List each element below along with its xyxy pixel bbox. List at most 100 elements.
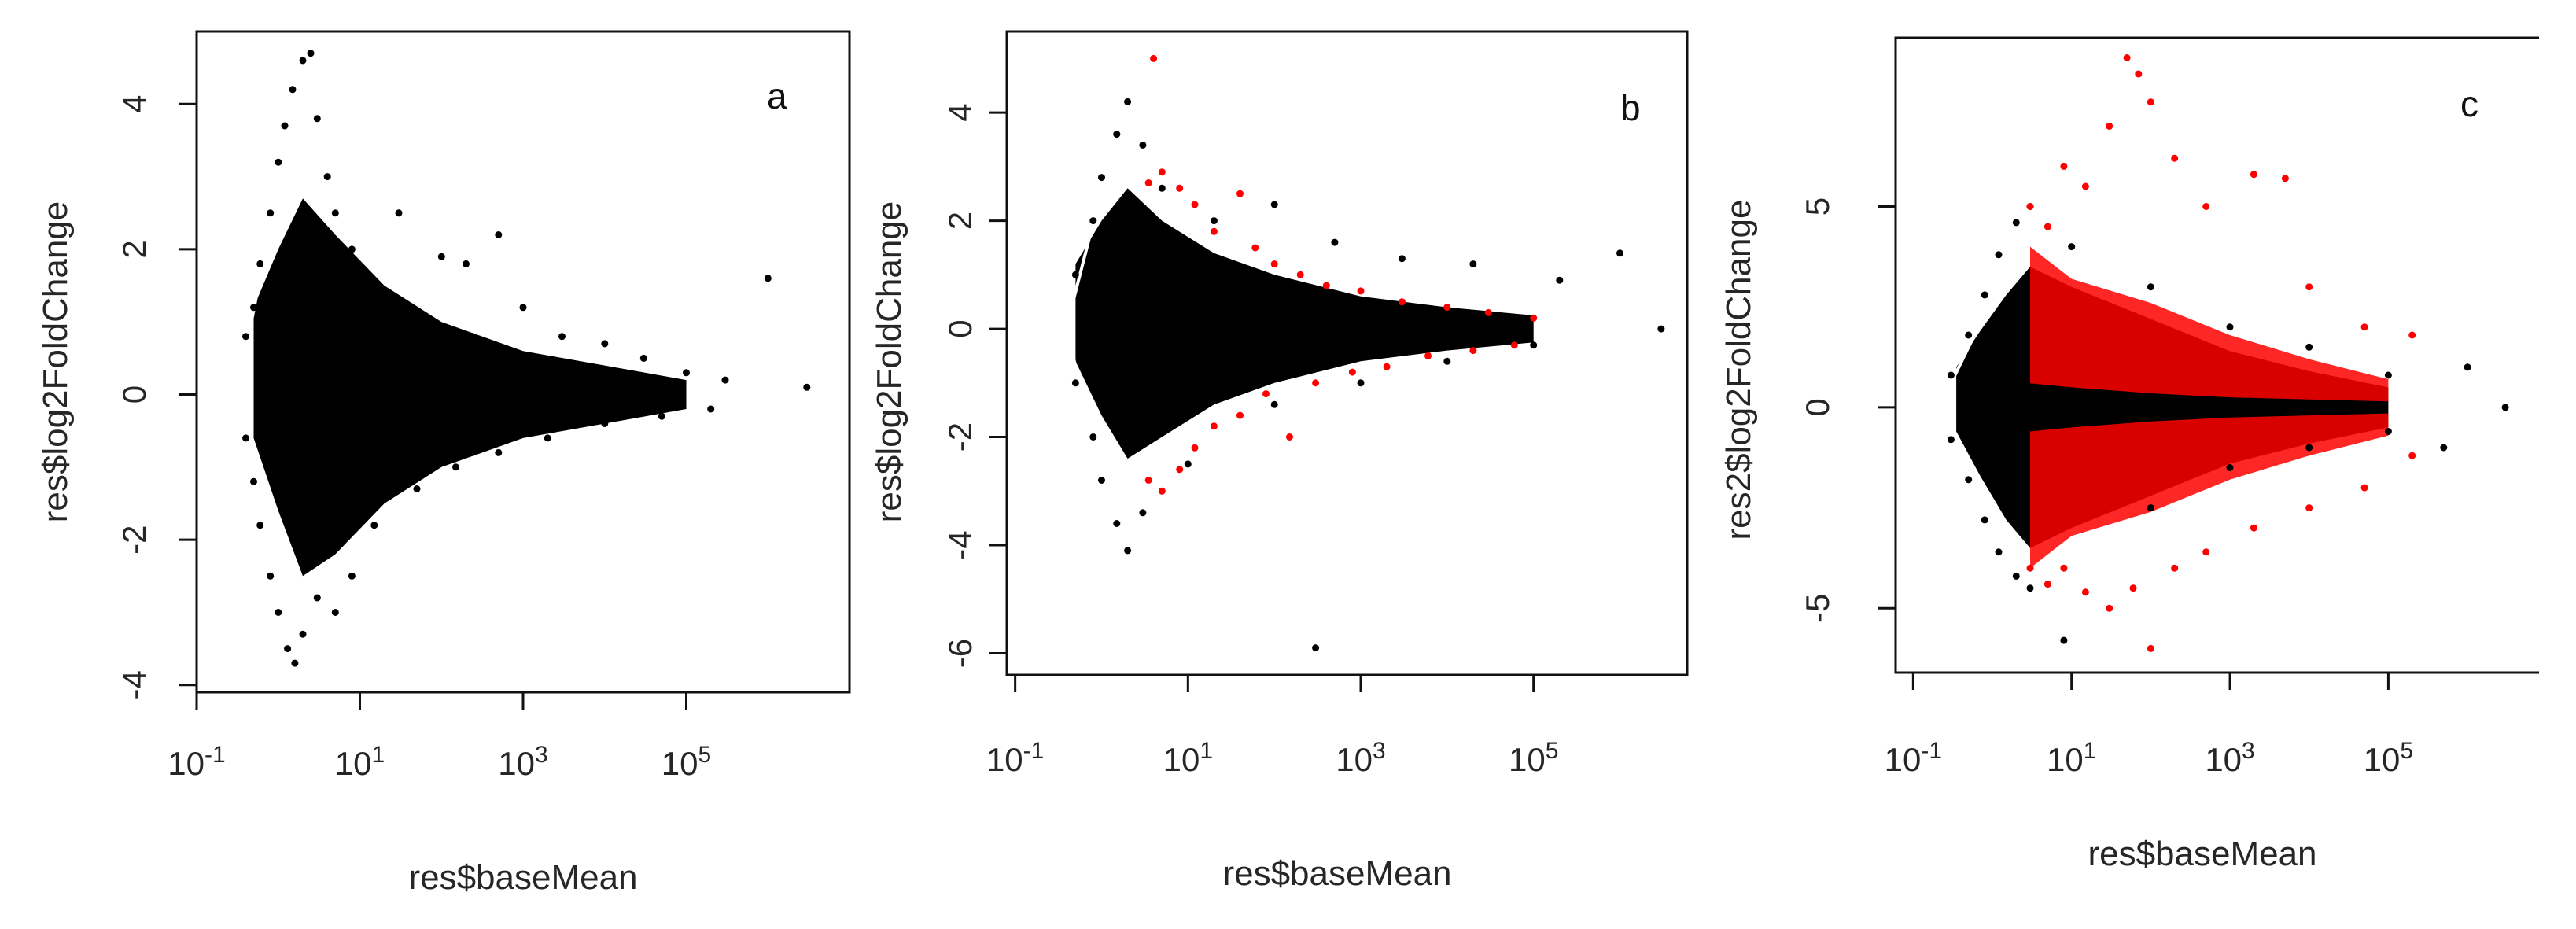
panel-b-point-red-17 — [1158, 487, 1166, 495]
panel-c-point-black-19 — [2060, 636, 2068, 644]
panel-b-point-black-18 — [1113, 520, 1121, 527]
panel-b-point-black-24 — [1357, 379, 1365, 387]
panel-c-red-band-down — [2030, 413, 2389, 569]
panel-b-point-black-9 — [1331, 238, 1339, 246]
panel-c-point-black-7 — [2147, 283, 2154, 291]
panel-a-point-black-38 — [370, 522, 378, 529]
panel-a-y-ticks: -4 -2 0 2 4 — [116, 95, 197, 699]
panel-b-x-tick-label: 10-1 — [986, 738, 1044, 778]
panel-c-plot-frame — [1894, 36, 2539, 674]
panel-b-point-red-15 — [1530, 314, 1538, 322]
panel-c-point-black-17 — [2012, 572, 2020, 580]
panel-b-point-red-10 — [1322, 282, 1330, 289]
panel-a-letter: a — [767, 76, 787, 116]
panel-b-point-black-5 — [1139, 141, 1147, 149]
panel-b-point-red-5 — [1210, 227, 1218, 235]
panel-b-point-red-1 — [1144, 179, 1152, 186]
panel-c-point-red-10 — [2250, 171, 2257, 179]
panel-c-point-black-0 — [1947, 371, 1955, 379]
panel-b-marks — [1070, 54, 1665, 652]
panel-c: c -5 0 5 10-1 101 103 105 res2$log2FoldChange… — [1719, 36, 2539, 873]
panel-a-point-black-29 — [256, 522, 264, 529]
panel-a-density-cloud — [253, 198, 687, 577]
panel-a-x-tick-label: 10-1 — [168, 742, 225, 782]
panel-b-y-tick-label: -2 — [942, 422, 978, 452]
panel-a-y-axis-label: res$log2FoldChange — [36, 201, 75, 523]
panel-c-point-red-21 — [2147, 644, 2154, 652]
panel-b-point-red-28 — [1469, 347, 1477, 355]
panel-a-point-black-10 — [323, 173, 331, 181]
panel-a-x-ticks: 10-1 101 103 105 — [168, 692, 711, 782]
panel-b-point-red-11 — [1357, 287, 1365, 295]
panel-a-point-black-26 — [803, 383, 811, 391]
panel-b-point-red-18 — [1176, 466, 1184, 474]
panel-a-point-black-35 — [313, 594, 321, 602]
panel-a-point-black-3 — [267, 209, 275, 217]
panel-a-point-black-30 — [267, 572, 275, 580]
panel-a-edge-line-upper — [248, 82, 297, 330]
panel-b-edge-line-upper — [1070, 123, 1130, 308]
panel-b-point-red-2 — [1158, 168, 1166, 176]
panel-c-point-black-15 — [1981, 516, 1988, 524]
panel-c-x-ticks: 10-1 101 103 105 — [1885, 673, 2413, 778]
panel-c-point-red-14 — [2408, 331, 2416, 339]
panel-b-x-axis-label: res$baseMean — [1222, 854, 1451, 893]
panel-a-point-black-32 — [284, 645, 292, 653]
panel-c-point-red-9 — [2202, 203, 2210, 210]
panel-c-point-red-20 — [2129, 584, 2137, 592]
panel-c-point-red-2 — [2060, 162, 2068, 170]
panel-a-point-black-21 — [601, 340, 609, 348]
panel-c-point-red-0 — [2026, 203, 2034, 210]
panel-a-x-tick-label: 101 — [335, 742, 385, 782]
panel-a-point-black-15 — [413, 318, 421, 326]
panel-c-y-ticks: -5 0 5 — [1799, 197, 1896, 623]
panel-b-point-red-14 — [1484, 308, 1492, 316]
panel-c-point-black-4 — [2012, 219, 2020, 227]
panel-c-point-black-1 — [1965, 331, 1973, 339]
panel-c-x-axis-label: res$baseMean — [2088, 835, 2316, 873]
panel-a-y-tick-label: 0 — [116, 385, 153, 404]
panel-a-point-black-12 — [348, 245, 356, 253]
panel-b-point-red-8 — [1270, 260, 1278, 268]
panel-a-point-black-36 — [331, 609, 339, 616]
panel-b-point-red-0 — [1150, 54, 1158, 62]
panel-b-point-black-19 — [1124, 547, 1132, 555]
panel-b-point-black-26 — [1530, 341, 1538, 349]
panel-c-point-red-6 — [2147, 98, 2154, 106]
panel-c-point-red-18 — [2081, 588, 2089, 596]
panel-a-point-black-18 — [495, 231, 503, 238]
panel-c-point-red-7 — [2135, 70, 2143, 78]
panel-a-point-black-37 — [348, 572, 356, 580]
panel-b-y-tick-label: 4 — [942, 103, 978, 121]
panel-b-point-black-13 — [1616, 249, 1623, 257]
panel-a-point-black-43 — [601, 420, 609, 427]
panel-c-x-tick-label: 10-1 — [1885, 738, 1942, 778]
panel-a-point-black-6 — [289, 86, 297, 94]
panel-a-point-black-0 — [242, 333, 249, 341]
panel-b-point-red-4 — [1191, 201, 1199, 208]
panel-b-point-red-3 — [1176, 184, 1184, 192]
panel-a-point-black-13 — [370, 282, 378, 289]
panel-b-x-tick-label: 101 — [1163, 738, 1213, 778]
panel-b-point-red-24 — [1312, 379, 1320, 387]
panel-b-point-black-6 — [1158, 184, 1166, 192]
panel-c-edge-line-upper — [1949, 253, 2018, 385]
panel-b-edge-line-lower — [1070, 350, 1130, 536]
panel-b-y-tick-label: -6 — [942, 639, 978, 668]
panel-c-point-red-26 — [2360, 484, 2368, 492]
panel-c-point-black-24 — [2440, 444, 2448, 452]
panel-b-y-axis-label: res$log2FoldChange — [870, 201, 908, 523]
panel-b-point-black-22 — [1270, 400, 1278, 408]
panel-b-point-red-20 — [1210, 422, 1218, 430]
panel-a-point-black-8 — [307, 50, 315, 57]
panel-c-point-black-18 — [2026, 584, 2034, 592]
panel-b-point-red-9 — [1296, 271, 1304, 278]
panel-a-y-tick-label: -4 — [116, 670, 153, 699]
panel-b-point-black-12 — [1556, 276, 1564, 284]
panel-b-point-red-25 — [1348, 368, 1356, 376]
panel-b-density-cloud — [1075, 188, 1534, 459]
panel-a-point-black-44 — [658, 412, 665, 420]
panel-c-point-red-27 — [2408, 452, 2416, 459]
panel-b-y-tick-label: 0 — [942, 319, 978, 337]
panel-c-point-red-8 — [2171, 154, 2179, 162]
